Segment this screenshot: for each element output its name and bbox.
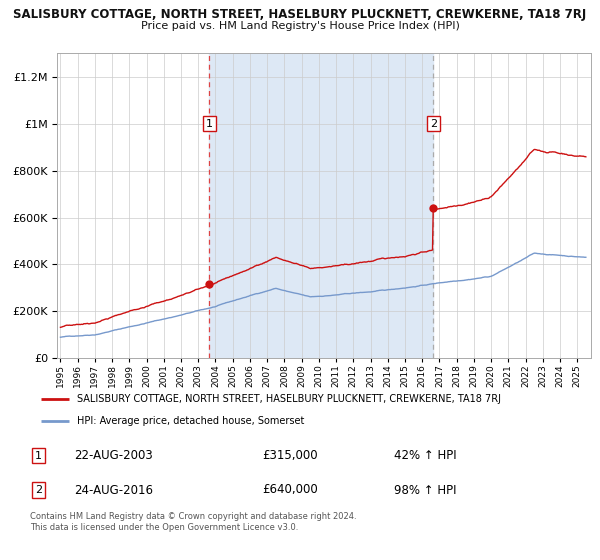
Bar <box>209 53 433 358</box>
Text: Price paid vs. HM Land Registry's House Price Index (HPI): Price paid vs. HM Land Registry's House … <box>140 21 460 31</box>
Text: Contains HM Land Registry data © Crown copyright and database right 2024.
This d: Contains HM Land Registry data © Crown c… <box>30 512 356 532</box>
Text: £640,000: £640,000 <box>262 483 317 497</box>
Text: 24-AUG-2016: 24-AUG-2016 <box>74 483 153 497</box>
Text: £315,000: £315,000 <box>262 449 317 462</box>
Text: 2: 2 <box>430 119 437 129</box>
Text: HPI: Average price, detached house, Somerset: HPI: Average price, detached house, Some… <box>77 416 304 426</box>
Text: 98% ↑ HPI: 98% ↑ HPI <box>394 483 457 497</box>
Text: SALISBURY COTTAGE, NORTH STREET, HASELBURY PLUCKNETT, CREWKERNE, TA18 7RJ: SALISBURY COTTAGE, NORTH STREET, HASELBU… <box>77 394 501 404</box>
Text: 42% ↑ HPI: 42% ↑ HPI <box>394 449 457 462</box>
Text: 1: 1 <box>35 451 42 461</box>
Text: 1: 1 <box>206 119 213 129</box>
Text: 2: 2 <box>35 485 42 495</box>
Text: 22-AUG-2003: 22-AUG-2003 <box>74 449 153 462</box>
Text: SALISBURY COTTAGE, NORTH STREET, HASELBURY PLUCKNETT, CREWKERNE, TA18 7RJ: SALISBURY COTTAGE, NORTH STREET, HASELBU… <box>13 8 587 21</box>
